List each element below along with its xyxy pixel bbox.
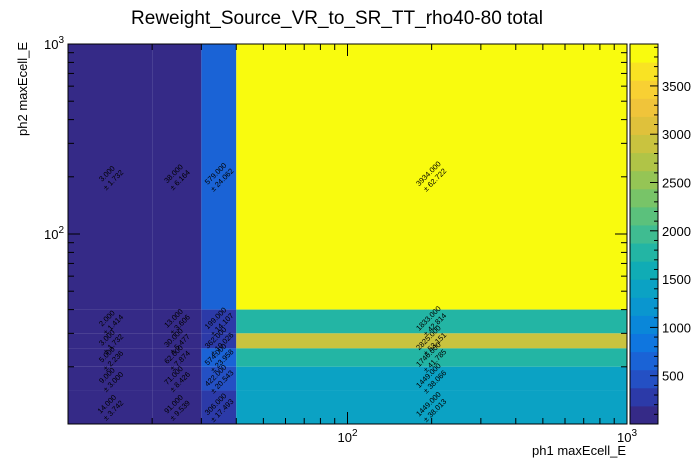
palette-label: 3500: [662, 79, 691, 94]
y-tick-label: 102: [44, 225, 64, 242]
palette-swatch: [630, 315, 658, 335]
palette-swatch: [630, 351, 658, 371]
heatmap-cell: [201, 44, 237, 310]
palette-label: 1500: [662, 272, 691, 287]
palette-swatch: [630, 152, 658, 172]
heatmap-cell: [152, 366, 202, 391]
palette-swatch: [630, 62, 658, 81]
heatmap-cell: [152, 309, 202, 334]
palette-label: 3000: [662, 127, 691, 142]
palette-swatch: [630, 44, 658, 63]
palette-label: 2000: [662, 224, 691, 239]
palette-swatch: [630, 297, 658, 316]
heatmap-cell: [201, 390, 237, 424]
heatmap-cell: [236, 348, 628, 367]
heatmap-cell: [201, 348, 237, 367]
heatmap-cell: [236, 333, 628, 349]
heatmap-cell: [236, 309, 628, 334]
palette-swatch: [630, 224, 658, 244]
palette-swatch: [630, 134, 658, 154]
palette-swatch: [630, 188, 658, 208]
y-tick-label: 103: [44, 35, 64, 52]
x-tick-label: 103: [617, 428, 637, 445]
palette-swatch: [630, 98, 658, 117]
palette-label: 1000: [662, 320, 691, 335]
heatmap-cell: [201, 333, 237, 349]
palette-swatch: [630, 333, 658, 353]
heatmap-cell: [68, 348, 153, 367]
heatmap-cell: [201, 309, 237, 334]
palette-swatch: [630, 243, 658, 262]
palette-swatch: [630, 80, 658, 99]
palette-swatch: [630, 206, 658, 226]
heatmap-cell: [152, 390, 202, 424]
palette-swatch: [630, 116, 658, 135]
palette-swatch: [630, 279, 658, 298]
heatmap-cell: [152, 44, 202, 310]
heatmap-cell: [68, 333, 153, 349]
axis-ticks: 102 103 102 103: [44, 35, 637, 445]
heatmap-cell: [236, 44, 628, 310]
heatmap-cell: [236, 366, 628, 391]
palette-label: 2500: [662, 176, 691, 191]
heatmap-cell: [152, 348, 202, 367]
x-tick-label: 102: [337, 428, 357, 445]
heatmap-cell: [201, 366, 237, 391]
palette-label: 500: [662, 369, 684, 384]
heatmap-cell: [68, 366, 153, 391]
palette-swatch: [630, 261, 658, 280]
heatmap-cell: [68, 309, 153, 334]
palette-swatch: [630, 387, 658, 407]
palette-frame: [629, 43, 659, 425]
heatmap-cell: [68, 44, 153, 310]
heatmap-cell: [152, 333, 202, 349]
palette-swatch: [630, 369, 658, 389]
chart-title: Reweight_Source_VR_to_SR_TT_rho40-80 tot…: [131, 8, 543, 29]
heatmap-cells: [68, 44, 628, 424]
heatmap-cell: [68, 390, 153, 424]
color-palette: 500 1000 1500 2000 2500 3000 3500: [629, 43, 691, 425]
palette-swatch: [630, 405, 658, 425]
y-axis-label: ph2 maxEcell_E: [15, 42, 30, 136]
x-axis-label: ph1 maxEcell_E: [532, 443, 626, 458]
palette-swatch: [630, 170, 658, 190]
